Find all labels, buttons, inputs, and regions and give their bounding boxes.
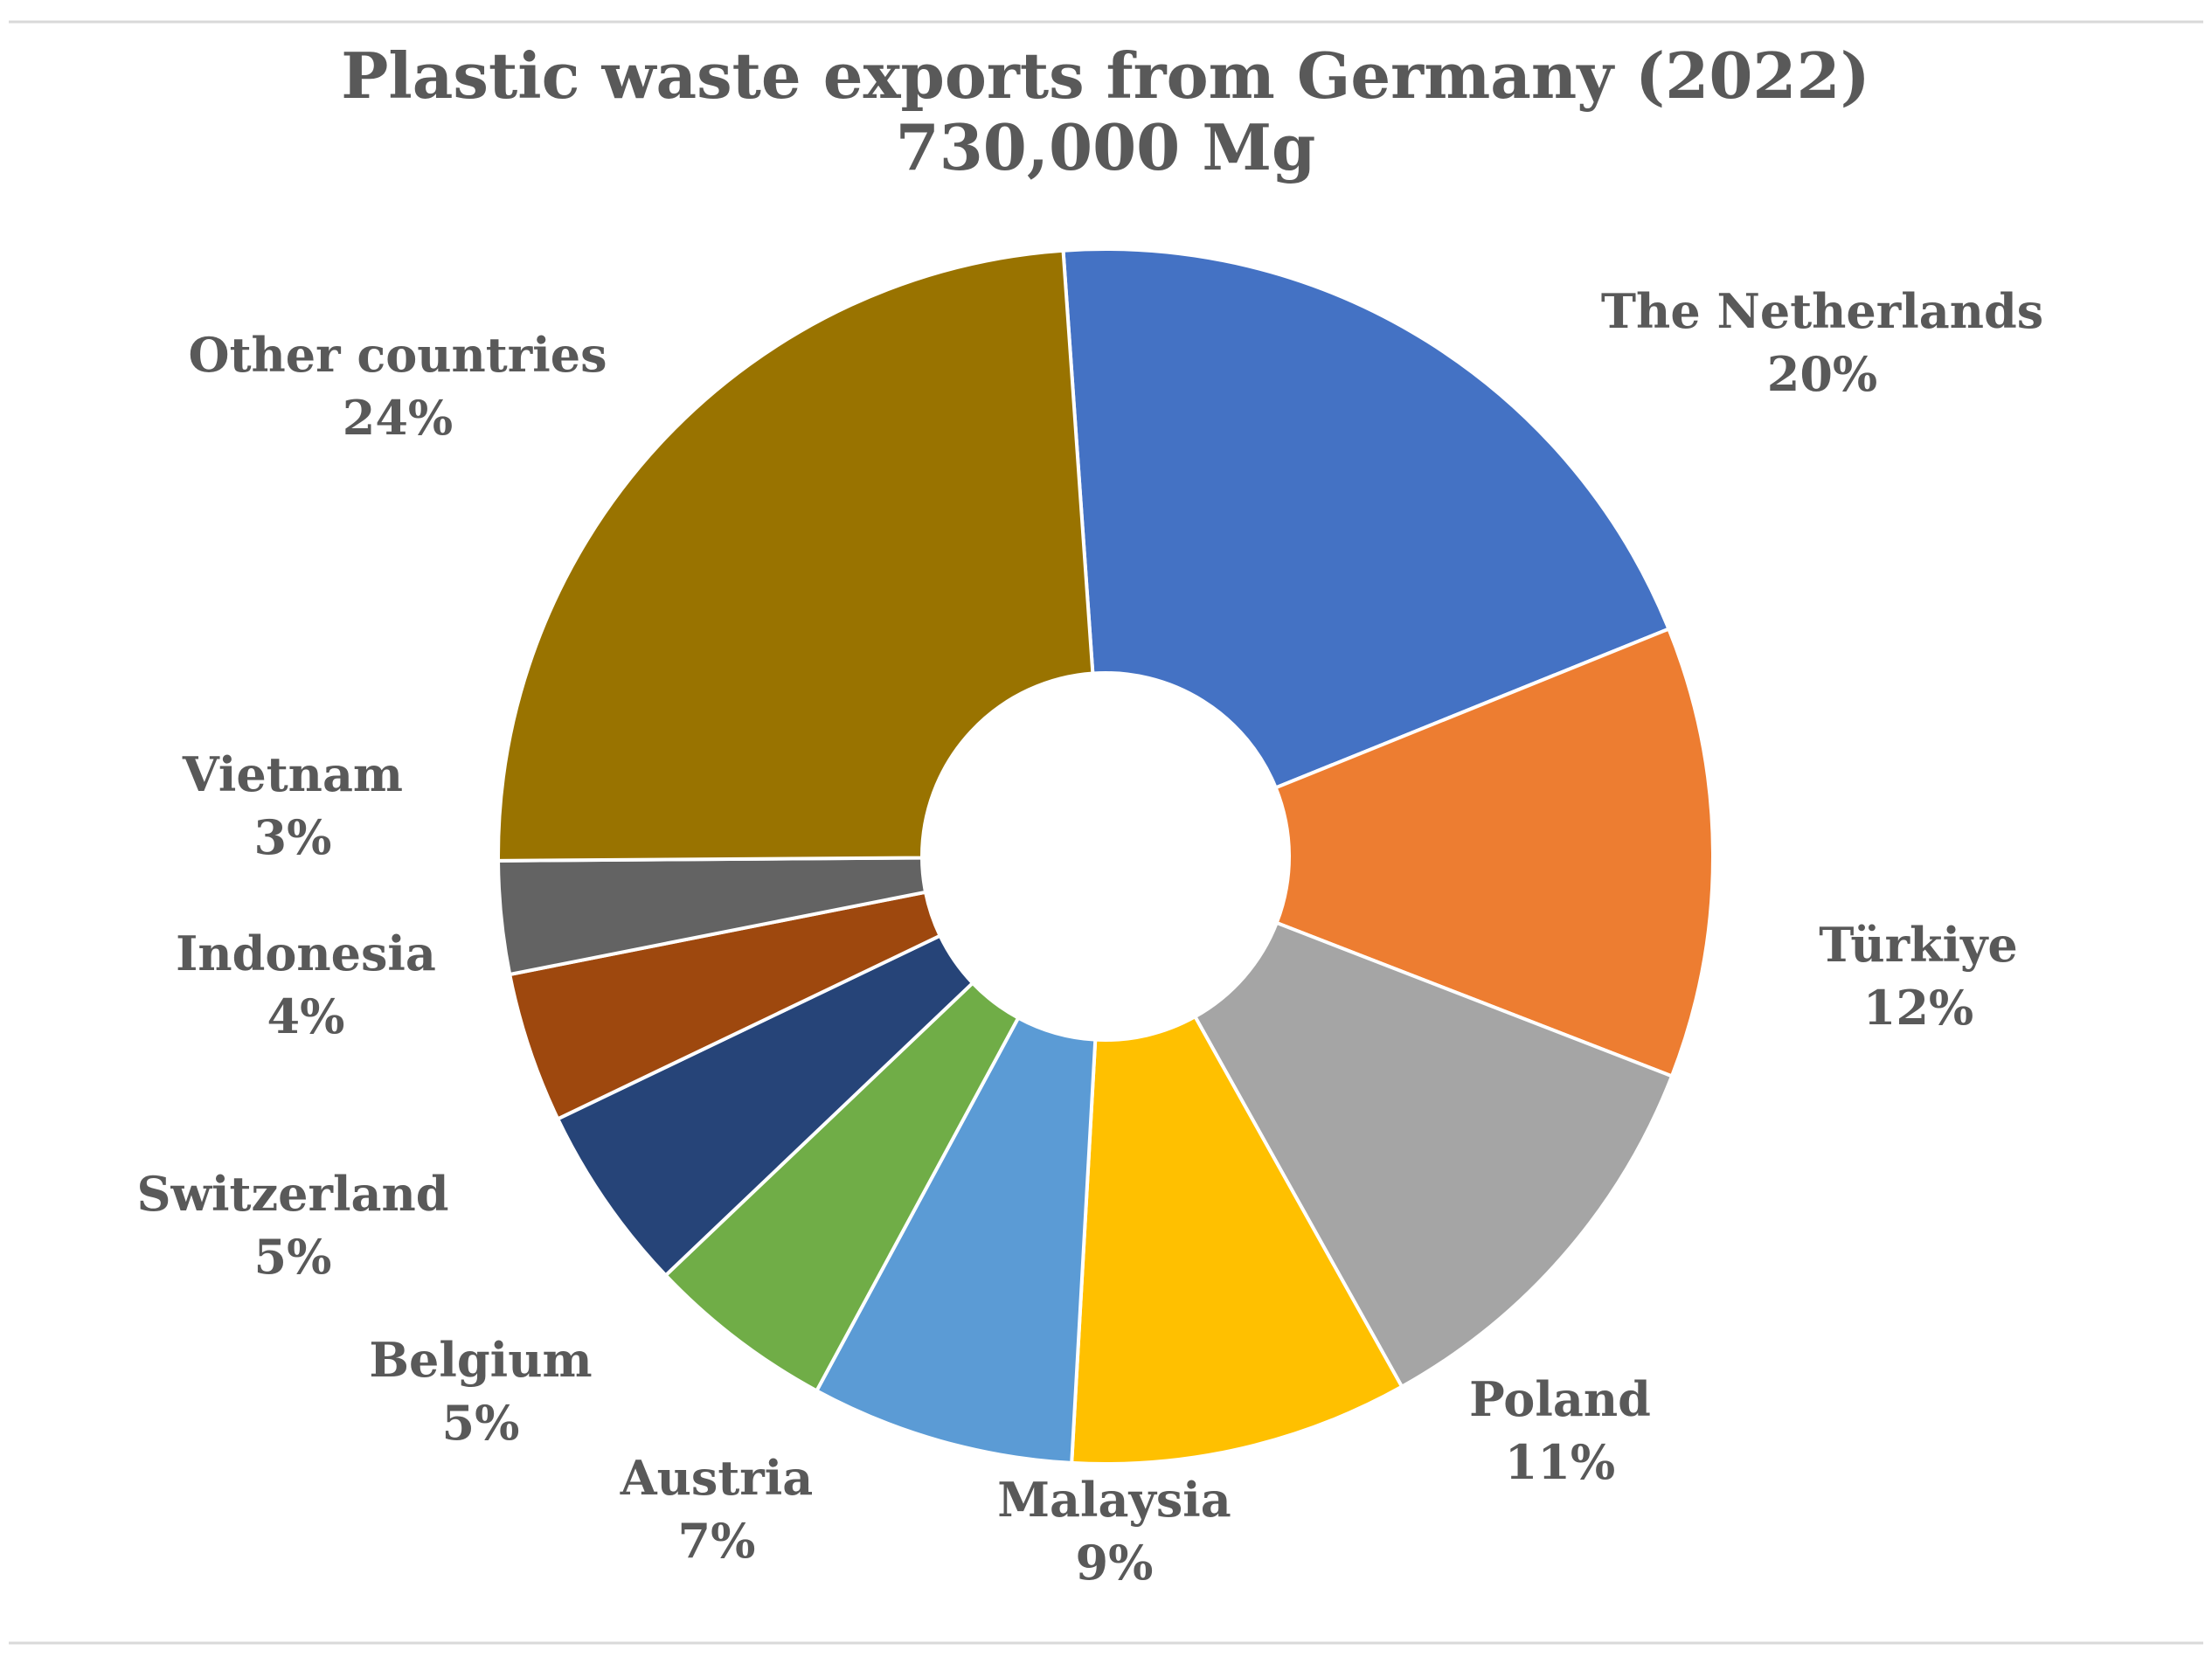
label-vietnam: Vietnam 3% [182, 746, 403, 865]
labels-group: The Netherlands 20% Türkiye 12% Poland 11% Mal… [137, 283, 2044, 1591]
label-percent-belgium: 5% [442, 1395, 520, 1451]
label-belgium: Belgium 5% [369, 1332, 592, 1451]
label-percent-indonesia: 4% [267, 988, 345, 1044]
label-percent-switzerland: 5% [254, 1229, 332, 1285]
label-name-the-netherlands: The Netherlands [1601, 283, 2043, 339]
label-percent-other-countries: 24% [343, 390, 453, 446]
label-name-indonesia: Indonesia [176, 926, 436, 981]
label-name-t-rkiye: Türkiye [1819, 917, 2017, 973]
label-name-austria: Austria [620, 1450, 813, 1506]
label-indonesia: Indonesia 4% [176, 926, 436, 1044]
slice-poland [1192, 920, 1675, 1390]
slice-other-countries [496, 248, 1095, 863]
slice-malaysia [1070, 1014, 1404, 1466]
slice-austria [814, 1016, 1098, 1466]
slice-the-netherlands [1061, 247, 1671, 790]
label-the-netherlands: The Netherlands 20% [1601, 283, 2043, 402]
label-percent-austria: 7% [678, 1513, 756, 1569]
label-switzerland: Switzerland 5% [137, 1166, 449, 1285]
label-name-vietnam: Vietnam [182, 746, 403, 802]
label-name-other-countries: Other countries [189, 327, 607, 383]
label-other-countries: Other countries 24% [189, 327, 607, 446]
label-percent-the-netherlands: 20% [1767, 346, 1877, 402]
label-malaysia: Malaysia 9% [997, 1472, 1231, 1591]
label-poland: Poland 11% [1469, 1371, 1651, 1490]
slices-group [496, 247, 1715, 1466]
chart-subtitle: 730,000 Mg [896, 110, 1316, 184]
label-percent-vietnam: 3% [254, 809, 332, 865]
label-name-switzerland: Switzerland [137, 1166, 449, 1222]
label-austria: Austria 7% [620, 1450, 813, 1569]
label-percent-malaysia: 9% [1076, 1535, 1154, 1591]
label-name-malaysia: Malaysia [997, 1472, 1231, 1528]
label-percent-t-rkiye: 12% [1863, 980, 1973, 1036]
chart-title: Plastic waste exports from Germany (2022… [341, 38, 1869, 113]
label-name-belgium: Belgium [369, 1332, 592, 1388]
label-t-rkiye: Türkiye 12% [1819, 917, 2017, 1036]
label-name-poland: Poland [1469, 1371, 1651, 1427]
label-percent-poland: 11% [1505, 1434, 1615, 1490]
